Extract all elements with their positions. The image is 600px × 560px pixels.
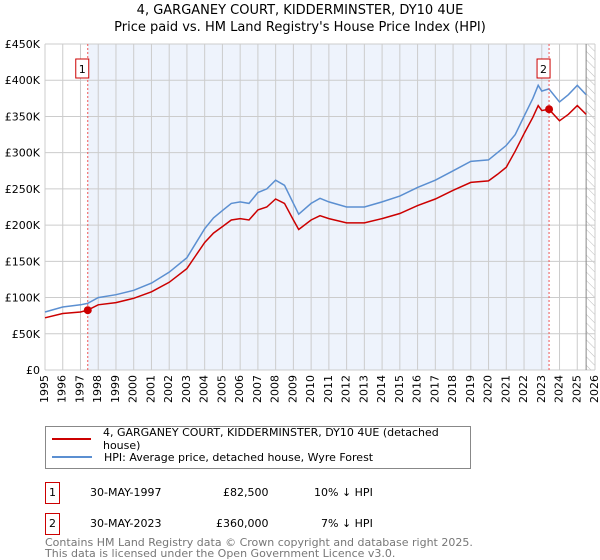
x-tick-label: 2000 (127, 375, 140, 403)
legend-swatch-property (52, 438, 91, 440)
x-tick-label: 2004 (198, 375, 211, 403)
transaction-delta: 7% ↓ HPI (321, 517, 373, 530)
future-hatch (586, 44, 595, 370)
x-tick-label: 2013 (357, 375, 370, 403)
x-tick-label: 1995 (38, 375, 51, 403)
transaction-date: 30-MAY-2023 (90, 517, 162, 530)
sale-badge-label: 1 (79, 63, 86, 76)
y-tick-label: £150K (5, 255, 41, 268)
x-tick-label: 2026 (588, 375, 600, 403)
transaction-row: 2 30-MAY-2023 £360,000 7% ↓ HPI (45, 513, 465, 535)
x-tick-label: 2012 (340, 375, 353, 403)
legend-item-hpi: HPI: Average price, detached house, Wyre… (52, 449, 373, 465)
sale-point (545, 105, 554, 114)
x-tick-label: 2006 (233, 375, 246, 403)
x-tick-label: 1997 (73, 375, 86, 403)
x-tick-label: 2019 (464, 375, 477, 403)
legend-item-property: 4, GARGANEY COURT, KIDDERMINSTER, DY10 4… (52, 426, 470, 452)
y-tick-label: £100K (5, 292, 41, 305)
x-tick-label: 2003 (180, 375, 193, 403)
y-tick-label: £350K (5, 110, 41, 123)
hpi-series-line (44, 83, 587, 313)
x-tick-label: 2009 (286, 375, 299, 403)
x-tick-label: 2014 (375, 375, 388, 403)
x-tick-label: 2008 (269, 375, 282, 403)
y-tick-label: £50K (12, 328, 41, 341)
x-tick-label: 1999 (109, 375, 122, 403)
x-tick-label: 2016 (411, 375, 424, 403)
x-tick-label: 2001 (144, 375, 157, 403)
x-tick-label: 2010 (304, 375, 317, 403)
x-tick-label: 2002 (162, 375, 175, 403)
sale-badge-label: 2 (540, 63, 547, 76)
x-tick-label: 2007 (251, 375, 264, 403)
transaction-date: 30-MAY-1997 (90, 486, 162, 499)
x-tick-label: 1998 (91, 375, 104, 403)
y-tick-label: £200K (5, 219, 41, 232)
footer-copyright: Contains HM Land Registry data © Crown c… (45, 536, 473, 549)
transaction-delta: 10% ↓ HPI (314, 486, 373, 499)
x-tick-label: 2025 (570, 375, 583, 403)
x-tick-label: 2017 (428, 375, 441, 403)
legend: 4, GARGANEY COURT, KIDDERMINSTER, DY10 4… (45, 426, 471, 469)
chart-title: 4, GARGANEY COURT, KIDDERMINSTER, DY10 4… (136, 3, 464, 18)
x-tick-label: 2022 (517, 375, 530, 403)
legend-label-hpi: HPI: Average price, detached house, Wyre… (104, 450, 374, 464)
x-tick-label: 2011 (322, 375, 335, 403)
y-tick-label: £400K (5, 74, 41, 87)
y-tick-label: £300K (5, 147, 41, 160)
ownership-shade (87, 44, 550, 370)
price-chart: 1995 1996 1997 1998 1999 2000 2001 2002 2003 2004… (5, 38, 600, 403)
transaction-badge: 1 (45, 482, 60, 504)
footer-licence: This data is licensed under the Open Gov… (45, 547, 396, 560)
x-tick-label: 2021 (499, 375, 512, 403)
property-series-line (44, 104, 587, 319)
sale-badge (75, 58, 90, 79)
chart-subtitle: Price paid vs. HM Land Registry's House … (114, 20, 486, 35)
transaction-badge: 2 (45, 513, 60, 535)
x-tick-label: 2015 (393, 375, 406, 403)
x-tick-label: 2020 (482, 375, 495, 403)
y-tick-label: £0 (26, 364, 40, 377)
x-tick-label: 1996 (56, 375, 69, 403)
x-tick-label: 2024 (553, 375, 566, 403)
legend-swatch-hpi (52, 456, 92, 458)
transaction-price: £360,000 (216, 517, 269, 530)
y-tick-label: £250K (5, 183, 41, 196)
sale-badge (536, 58, 551, 79)
y-tick-label: £450K (5, 38, 41, 51)
transaction-price: £82,500 (223, 486, 269, 499)
legend-label-property: 4, GARGANEY COURT, KIDDERMINSTER, DY10 4… (102, 426, 439, 452)
transaction-row: 1 30-MAY-1997 £82,500 10% ↓ HPI (45, 482, 465, 504)
x-tick-label: 2023 (535, 375, 548, 403)
x-tick-label: 2005 (215, 375, 228, 403)
sale-point (83, 306, 92, 315)
x-tick-label: 2018 (446, 375, 459, 403)
